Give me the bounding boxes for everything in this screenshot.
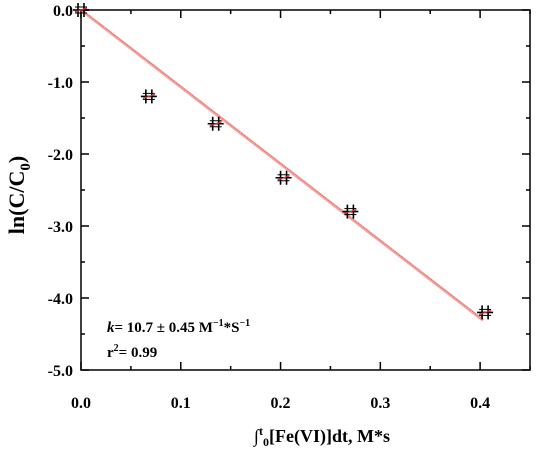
marker-red-stroke bbox=[142, 93, 156, 99]
ticks: 0.0 -1.0 -2.0 -3.0 -4.0 -5.0 0.0 0.1 0.2 0.3 0.4 bbox=[48, 3, 531, 412]
r-squared-annotation: r2= 0.99 bbox=[107, 343, 157, 361]
fit-line-group bbox=[80, 8, 485, 322]
data-point bbox=[477, 305, 494, 320]
x-tick-label: 0.1 bbox=[171, 395, 191, 412]
x-tick-label: 0.4 bbox=[470, 395, 490, 412]
marker-red-stroke bbox=[209, 121, 222, 127]
y-tick-label: -2.0 bbox=[48, 147, 73, 164]
marker-red-stroke bbox=[277, 175, 290, 181]
data-point bbox=[140, 89, 157, 104]
y-axis-title: ln(C/C0) bbox=[4, 156, 34, 234]
data-point bbox=[207, 116, 224, 131]
x-tick-label: 0.2 bbox=[271, 395, 291, 412]
y-tick-label: -4.0 bbox=[48, 291, 73, 308]
data-point bbox=[275, 170, 292, 185]
marker-red-stroke bbox=[478, 309, 492, 315]
y-tick-label: -1.0 bbox=[48, 75, 73, 92]
data-point bbox=[73, 3, 89, 17]
data-point bbox=[342, 204, 359, 219]
marker-red-stroke bbox=[344, 209, 357, 215]
y-tick-label: -3.0 bbox=[48, 219, 73, 236]
marker-red-stroke bbox=[74, 7, 88, 13]
y-tick-label: -5.0 bbox=[48, 363, 73, 380]
x-tick-label: 0.3 bbox=[370, 395, 390, 412]
y-tick-label: 0.0 bbox=[53, 3, 73, 20]
axes bbox=[80, 9, 531, 371]
x-axis-title: ∫t0[Fe(VI)]dt, M*s bbox=[253, 424, 390, 449]
rate-constant-annotation: k= 10.7 ± 0.45 M−1*S−1 bbox=[107, 318, 250, 336]
fit-line-hatch bbox=[80, 9, 484, 321]
x-tick-label: 0.0 bbox=[71, 395, 91, 412]
plot-frame bbox=[80, 9, 531, 371]
data-points bbox=[73, 3, 494, 320]
